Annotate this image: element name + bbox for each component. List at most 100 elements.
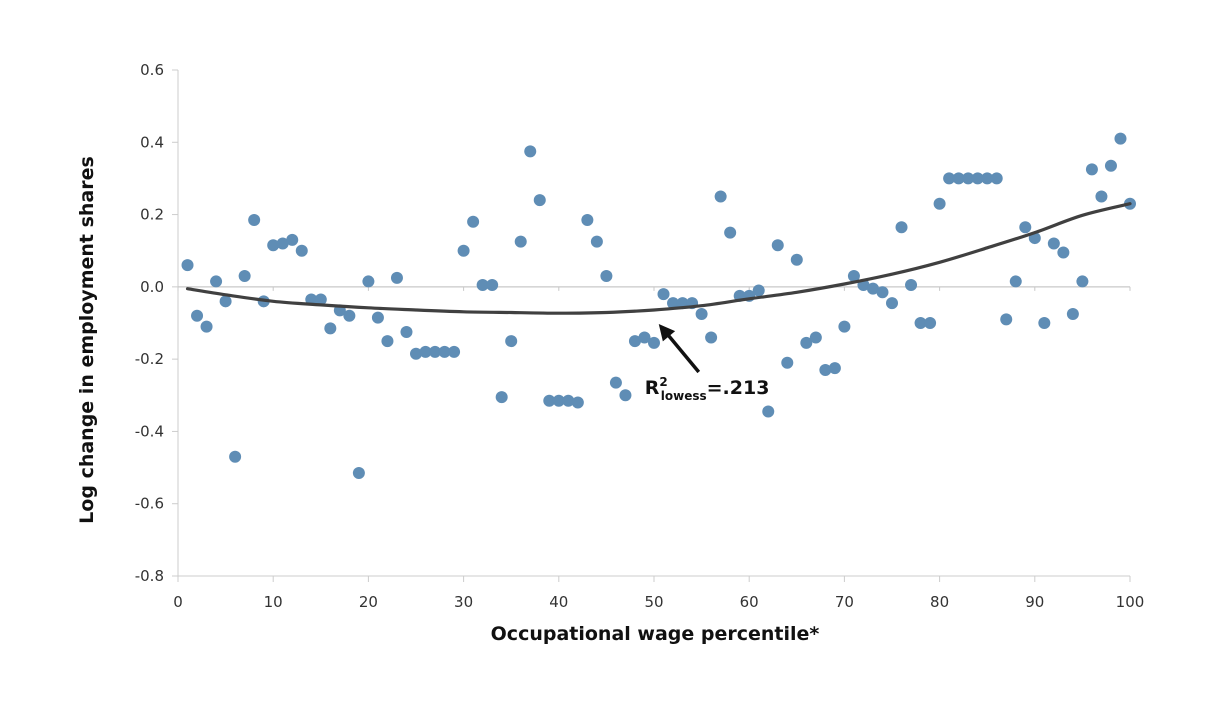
y-axis-title: Log change in employment shares (76, 156, 98, 524)
data-point (981, 172, 994, 185)
data-point (400, 326, 413, 339)
data-point (809, 331, 822, 344)
data-point (505, 335, 518, 348)
data-point (210, 275, 223, 288)
data-point (495, 391, 508, 404)
data-point (467, 215, 480, 228)
data-point (866, 282, 879, 295)
data-point (943, 172, 956, 185)
data-point (876, 286, 889, 299)
x-tick-label: 50 (644, 593, 663, 611)
data-point (1000, 313, 1013, 326)
x-tick-label: 70 (835, 593, 854, 611)
data-point (1057, 246, 1070, 259)
data-point (705, 331, 718, 344)
data-point (1114, 132, 1127, 145)
x-tick-label: 10 (264, 593, 283, 611)
data-point (438, 345, 451, 358)
annotation-r-symbol: R (645, 377, 660, 399)
x-tick-label: 40 (549, 593, 568, 611)
data-point (971, 172, 984, 185)
fit-line-layer (185, 202, 1132, 315)
data-point (448, 345, 461, 358)
data-point (905, 279, 918, 292)
data-point (371, 311, 384, 324)
data-point (238, 270, 251, 283)
points-layer (181, 132, 1136, 479)
data-point (1076, 275, 1089, 288)
data-point (800, 336, 813, 349)
data-point (343, 309, 356, 322)
data-point (476, 279, 489, 292)
data-point (248, 213, 261, 226)
data-point (657, 288, 670, 301)
data-point (590, 235, 603, 248)
data-point (457, 244, 470, 257)
y-tick-label: 0.2 (140, 206, 164, 224)
data-point (886, 297, 898, 310)
data-point (390, 271, 403, 284)
x-axis-title: Occupational wage percentile* (491, 623, 820, 645)
annotation-layer: R2 lowess=.213 (645, 323, 770, 403)
data-point (267, 239, 280, 252)
y-tick-label: -0.8 (135, 567, 164, 585)
data-point (990, 172, 1003, 185)
data-point (286, 233, 299, 246)
data-point (1038, 317, 1051, 329)
y-tick-label: 0.4 (140, 133, 164, 151)
data-point (638, 331, 651, 344)
data-point (762, 405, 775, 418)
annotation-value: =.213 (707, 377, 770, 399)
x-tick-label: 30 (454, 593, 473, 611)
data-point (924, 317, 937, 329)
data-point (695, 307, 708, 320)
data-point (667, 297, 680, 310)
data-point (895, 221, 908, 234)
data-point (200, 320, 213, 333)
y-tick-label: -0.4 (135, 422, 164, 440)
x-tick-label: 90 (1025, 593, 1044, 611)
data-point (1085, 163, 1098, 176)
x-tick-label: 80 (930, 593, 949, 611)
annotation-subscript: lowess (661, 389, 707, 403)
data-point (648, 336, 660, 349)
data-point (429, 345, 442, 358)
data-point (295, 244, 308, 257)
data-point (352, 466, 365, 479)
data-point (933, 197, 946, 210)
x-tick-label: 100 (1116, 593, 1145, 611)
data-point (362, 275, 375, 288)
data-point (229, 450, 242, 463)
data-point (781, 356, 794, 369)
data-point (600, 270, 613, 283)
data-point (847, 270, 860, 283)
x-tick-label: 0 (173, 593, 183, 611)
data-point (381, 335, 394, 348)
data-point (533, 194, 546, 207)
data-point (571, 396, 584, 409)
data-point (419, 345, 432, 358)
annotation-label: R2 lowess=.213 (645, 375, 770, 403)
annotation-arrowhead (658, 323, 676, 342)
data-point (314, 293, 327, 306)
data-point (543, 394, 556, 407)
data-point (562, 394, 575, 407)
data-point (191, 309, 204, 322)
data-point (324, 322, 337, 335)
data-point (752, 284, 765, 297)
tick-labels-layer: 0.6 0.4 0.2 0.0 -0.2 -0.4 -0.6 -0.8 0 10 20 30 40 50 6… (135, 61, 1145, 611)
data-point (724, 226, 737, 239)
data-point (181, 259, 194, 272)
data-point (1019, 221, 1032, 234)
axes-layer (172, 69, 1131, 582)
y-tick-label: 0.6 (140, 61, 164, 79)
data-point (1095, 190, 1108, 203)
data-point (609, 376, 622, 389)
data-point (219, 295, 232, 308)
data-point (819, 363, 832, 376)
data-point (714, 190, 727, 203)
data-point (771, 239, 784, 252)
zero-line-layer (177, 286, 1131, 291)
data-point (1066, 307, 1079, 320)
